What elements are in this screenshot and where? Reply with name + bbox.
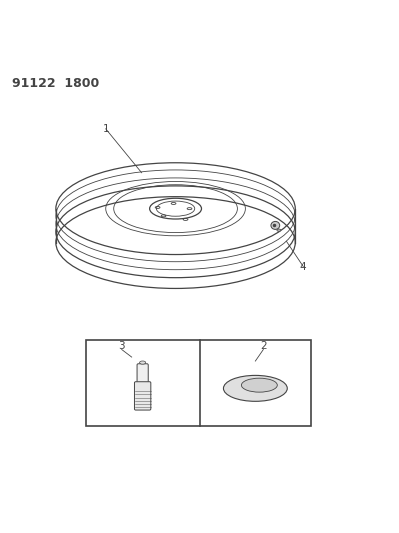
Ellipse shape bbox=[271, 221, 280, 229]
Ellipse shape bbox=[140, 361, 146, 364]
Text: 2: 2 bbox=[260, 341, 267, 351]
Text: 1: 1 bbox=[103, 124, 109, 134]
Text: 3: 3 bbox=[119, 341, 125, 351]
FancyBboxPatch shape bbox=[134, 382, 151, 410]
Ellipse shape bbox=[277, 229, 281, 231]
Ellipse shape bbox=[223, 375, 287, 401]
Bar bbox=[86, 340, 311, 426]
FancyBboxPatch shape bbox=[137, 364, 148, 386]
Text: 4: 4 bbox=[300, 262, 306, 271]
Ellipse shape bbox=[241, 378, 277, 392]
Text: 91122  1800: 91122 1800 bbox=[12, 77, 99, 90]
